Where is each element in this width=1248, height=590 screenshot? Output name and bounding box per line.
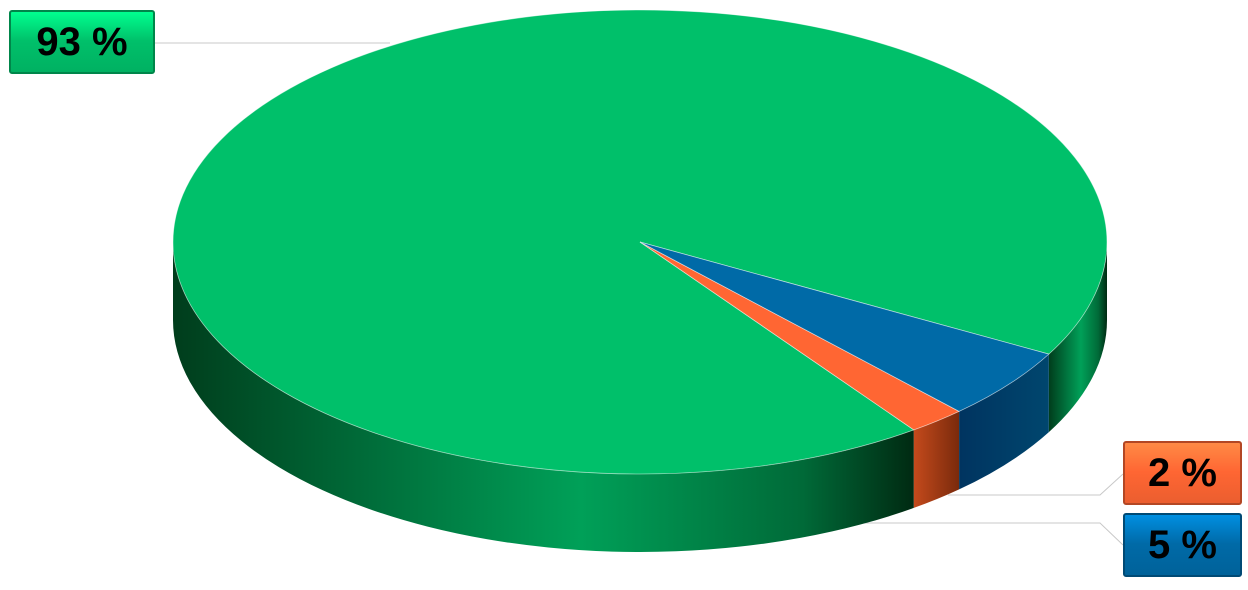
leader-line-1 bbox=[948, 473, 1124, 496]
pie-side-2 bbox=[959, 354, 1049, 490]
pie-side-1 bbox=[913, 411, 960, 508]
data-label-green: 93 % bbox=[9, 10, 155, 74]
data-label-orange: 2 % bbox=[1123, 441, 1242, 505]
pie-tops bbox=[172, 9, 1108, 475]
pie-side-0 bbox=[173, 242, 914, 553]
leader-line-2 bbox=[862, 522, 1124, 546]
pie-slice-2 bbox=[639, 241, 1050, 412]
pie-sides bbox=[173, 242, 1107, 553]
pie-side-0 bbox=[1048, 242, 1107, 433]
data-label-blue: 5 % bbox=[1123, 513, 1242, 577]
leader-lines bbox=[155, 42, 1124, 546]
